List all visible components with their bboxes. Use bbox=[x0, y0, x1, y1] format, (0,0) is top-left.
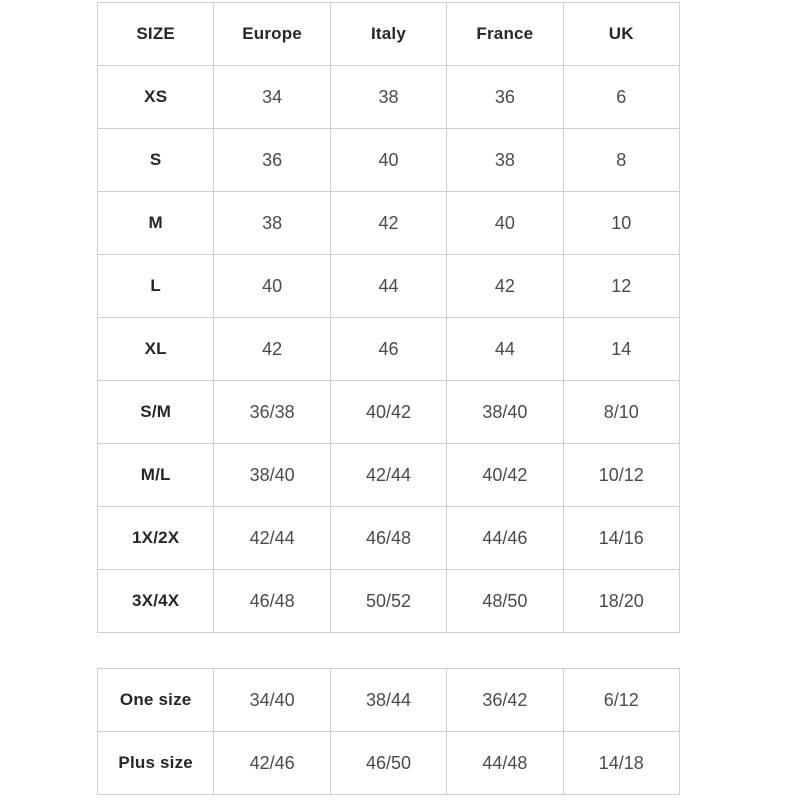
size-value-cell: 44 bbox=[446, 317, 564, 381]
tables-container: SIZE Europe Italy France UK XS 34 38 36 … bbox=[96, 2, 681, 795]
size-value-cell: 34/40 bbox=[213, 668, 331, 732]
size-value-cell: 14/16 bbox=[562, 506, 681, 570]
size-value-cell: 42 bbox=[213, 317, 331, 381]
size-value-cell: 44 bbox=[329, 254, 448, 318]
column-header-italy: Italy bbox=[329, 2, 448, 66]
column-header-europe: Europe bbox=[213, 2, 331, 66]
column-header-size: SIZE bbox=[96, 2, 215, 66]
size-value-cell: 40 bbox=[329, 128, 448, 192]
table-row-xs: XS 34 38 36 6 bbox=[96, 65, 681, 129]
size-value-cell: 40/42 bbox=[329, 380, 448, 444]
size-label-cell: S/M bbox=[96, 380, 215, 444]
size-label-cell: XL bbox=[96, 317, 215, 381]
table-row-m-l: M/L 38/40 42/44 40/42 10/12 bbox=[96, 443, 681, 507]
size-value-cell: 10/12 bbox=[562, 443, 681, 507]
size-value-cell: 36 bbox=[213, 128, 331, 192]
size-value-cell: 42 bbox=[446, 254, 564, 318]
size-value-cell: 40 bbox=[446, 191, 564, 255]
size-value-cell: 50/52 bbox=[329, 569, 448, 633]
size-value-cell: 10 bbox=[562, 191, 681, 255]
size-label-cell: S bbox=[96, 128, 215, 192]
size-value-cell: 34 bbox=[213, 65, 331, 129]
size-label-cell: 1X/2X bbox=[96, 506, 215, 570]
size-value-cell: 46/50 bbox=[329, 731, 448, 795]
size-label-cell: Plus size bbox=[96, 731, 215, 795]
size-value-cell: 38 bbox=[329, 65, 448, 129]
size-value-cell: 8/10 bbox=[562, 380, 681, 444]
column-header-france: France bbox=[446, 2, 564, 66]
size-label-cell: 3X/4X bbox=[96, 569, 215, 633]
size-value-cell: 14/18 bbox=[562, 731, 681, 795]
table-row-l: L 40 44 42 12 bbox=[96, 254, 681, 318]
special-sizes-table: One size 34/40 38/44 36/42 6/12 Plus siz… bbox=[96, 668, 681, 795]
column-header-uk: UK bbox=[562, 2, 681, 66]
size-value-cell: 38/40 bbox=[213, 443, 331, 507]
size-value-cell: 48/50 bbox=[446, 569, 564, 633]
size-value-cell: 44/46 bbox=[446, 506, 564, 570]
size-value-cell: 42/44 bbox=[329, 443, 448, 507]
size-value-cell: 46/48 bbox=[329, 506, 448, 570]
size-table-header: SIZE Europe Italy France UK bbox=[96, 2, 681, 66]
size-label-cell: L bbox=[96, 254, 215, 318]
table-row-one-size: One size 34/40 38/44 36/42 6/12 bbox=[96, 668, 681, 732]
size-value-cell: 36/42 bbox=[446, 668, 564, 732]
size-value-cell: 42/44 bbox=[213, 506, 331, 570]
size-label-cell: XS bbox=[96, 65, 215, 129]
special-sizes-body: One size 34/40 38/44 36/42 6/12 Plus siz… bbox=[96, 668, 681, 795]
size-value-cell: 18/20 bbox=[562, 569, 681, 633]
header-row: SIZE Europe Italy France UK bbox=[96, 2, 681, 66]
size-value-cell: 36/38 bbox=[213, 380, 331, 444]
size-value-cell: 8 bbox=[562, 128, 681, 192]
size-label-cell: M bbox=[96, 191, 215, 255]
size-table-body: XS 34 38 36 6 S 36 40 38 8 M 38 42 bbox=[96, 65, 681, 633]
size-value-cell: 40/42 bbox=[446, 443, 564, 507]
size-value-cell: 6 bbox=[562, 65, 681, 129]
table-row-s-m: S/M 36/38 40/42 38/40 8/10 bbox=[96, 380, 681, 444]
size-value-cell: 38 bbox=[213, 191, 331, 255]
table-row-1x-2x: 1X/2X 42/44 46/48 44/46 14/16 bbox=[96, 506, 681, 570]
size-value-cell: 36 bbox=[446, 65, 564, 129]
size-value-cell: 38/40 bbox=[446, 380, 564, 444]
size-label-cell: M/L bbox=[96, 443, 215, 507]
size-value-cell: 40 bbox=[213, 254, 331, 318]
table-row-s: S 36 40 38 8 bbox=[96, 128, 681, 192]
size-value-cell: 38 bbox=[446, 128, 564, 192]
size-value-cell: 44/48 bbox=[446, 731, 564, 795]
size-value-cell: 46/48 bbox=[213, 569, 331, 633]
size-value-cell: 14 bbox=[562, 317, 681, 381]
size-value-cell: 46 bbox=[329, 317, 448, 381]
table-row-xl: XL 42 46 44 14 bbox=[96, 317, 681, 381]
size-value-cell: 6/12 bbox=[562, 668, 681, 732]
table-row-m: M 38 42 40 10 bbox=[96, 191, 681, 255]
size-value-cell: 42/46 bbox=[213, 731, 331, 795]
table-row-3x-4x: 3X/4X 46/48 50/52 48/50 18/20 bbox=[96, 569, 681, 633]
table-row-plus-size: Plus size 42/46 46/50 44/48 14/18 bbox=[96, 731, 681, 795]
size-value-cell: 42 bbox=[329, 191, 448, 255]
size-label-cell: One size bbox=[96, 668, 215, 732]
size-value-cell: 12 bbox=[562, 254, 681, 318]
size-value-cell: 38/44 bbox=[329, 668, 448, 732]
size-conversion-table: SIZE Europe Italy France UK XS 34 38 36 … bbox=[96, 2, 681, 633]
